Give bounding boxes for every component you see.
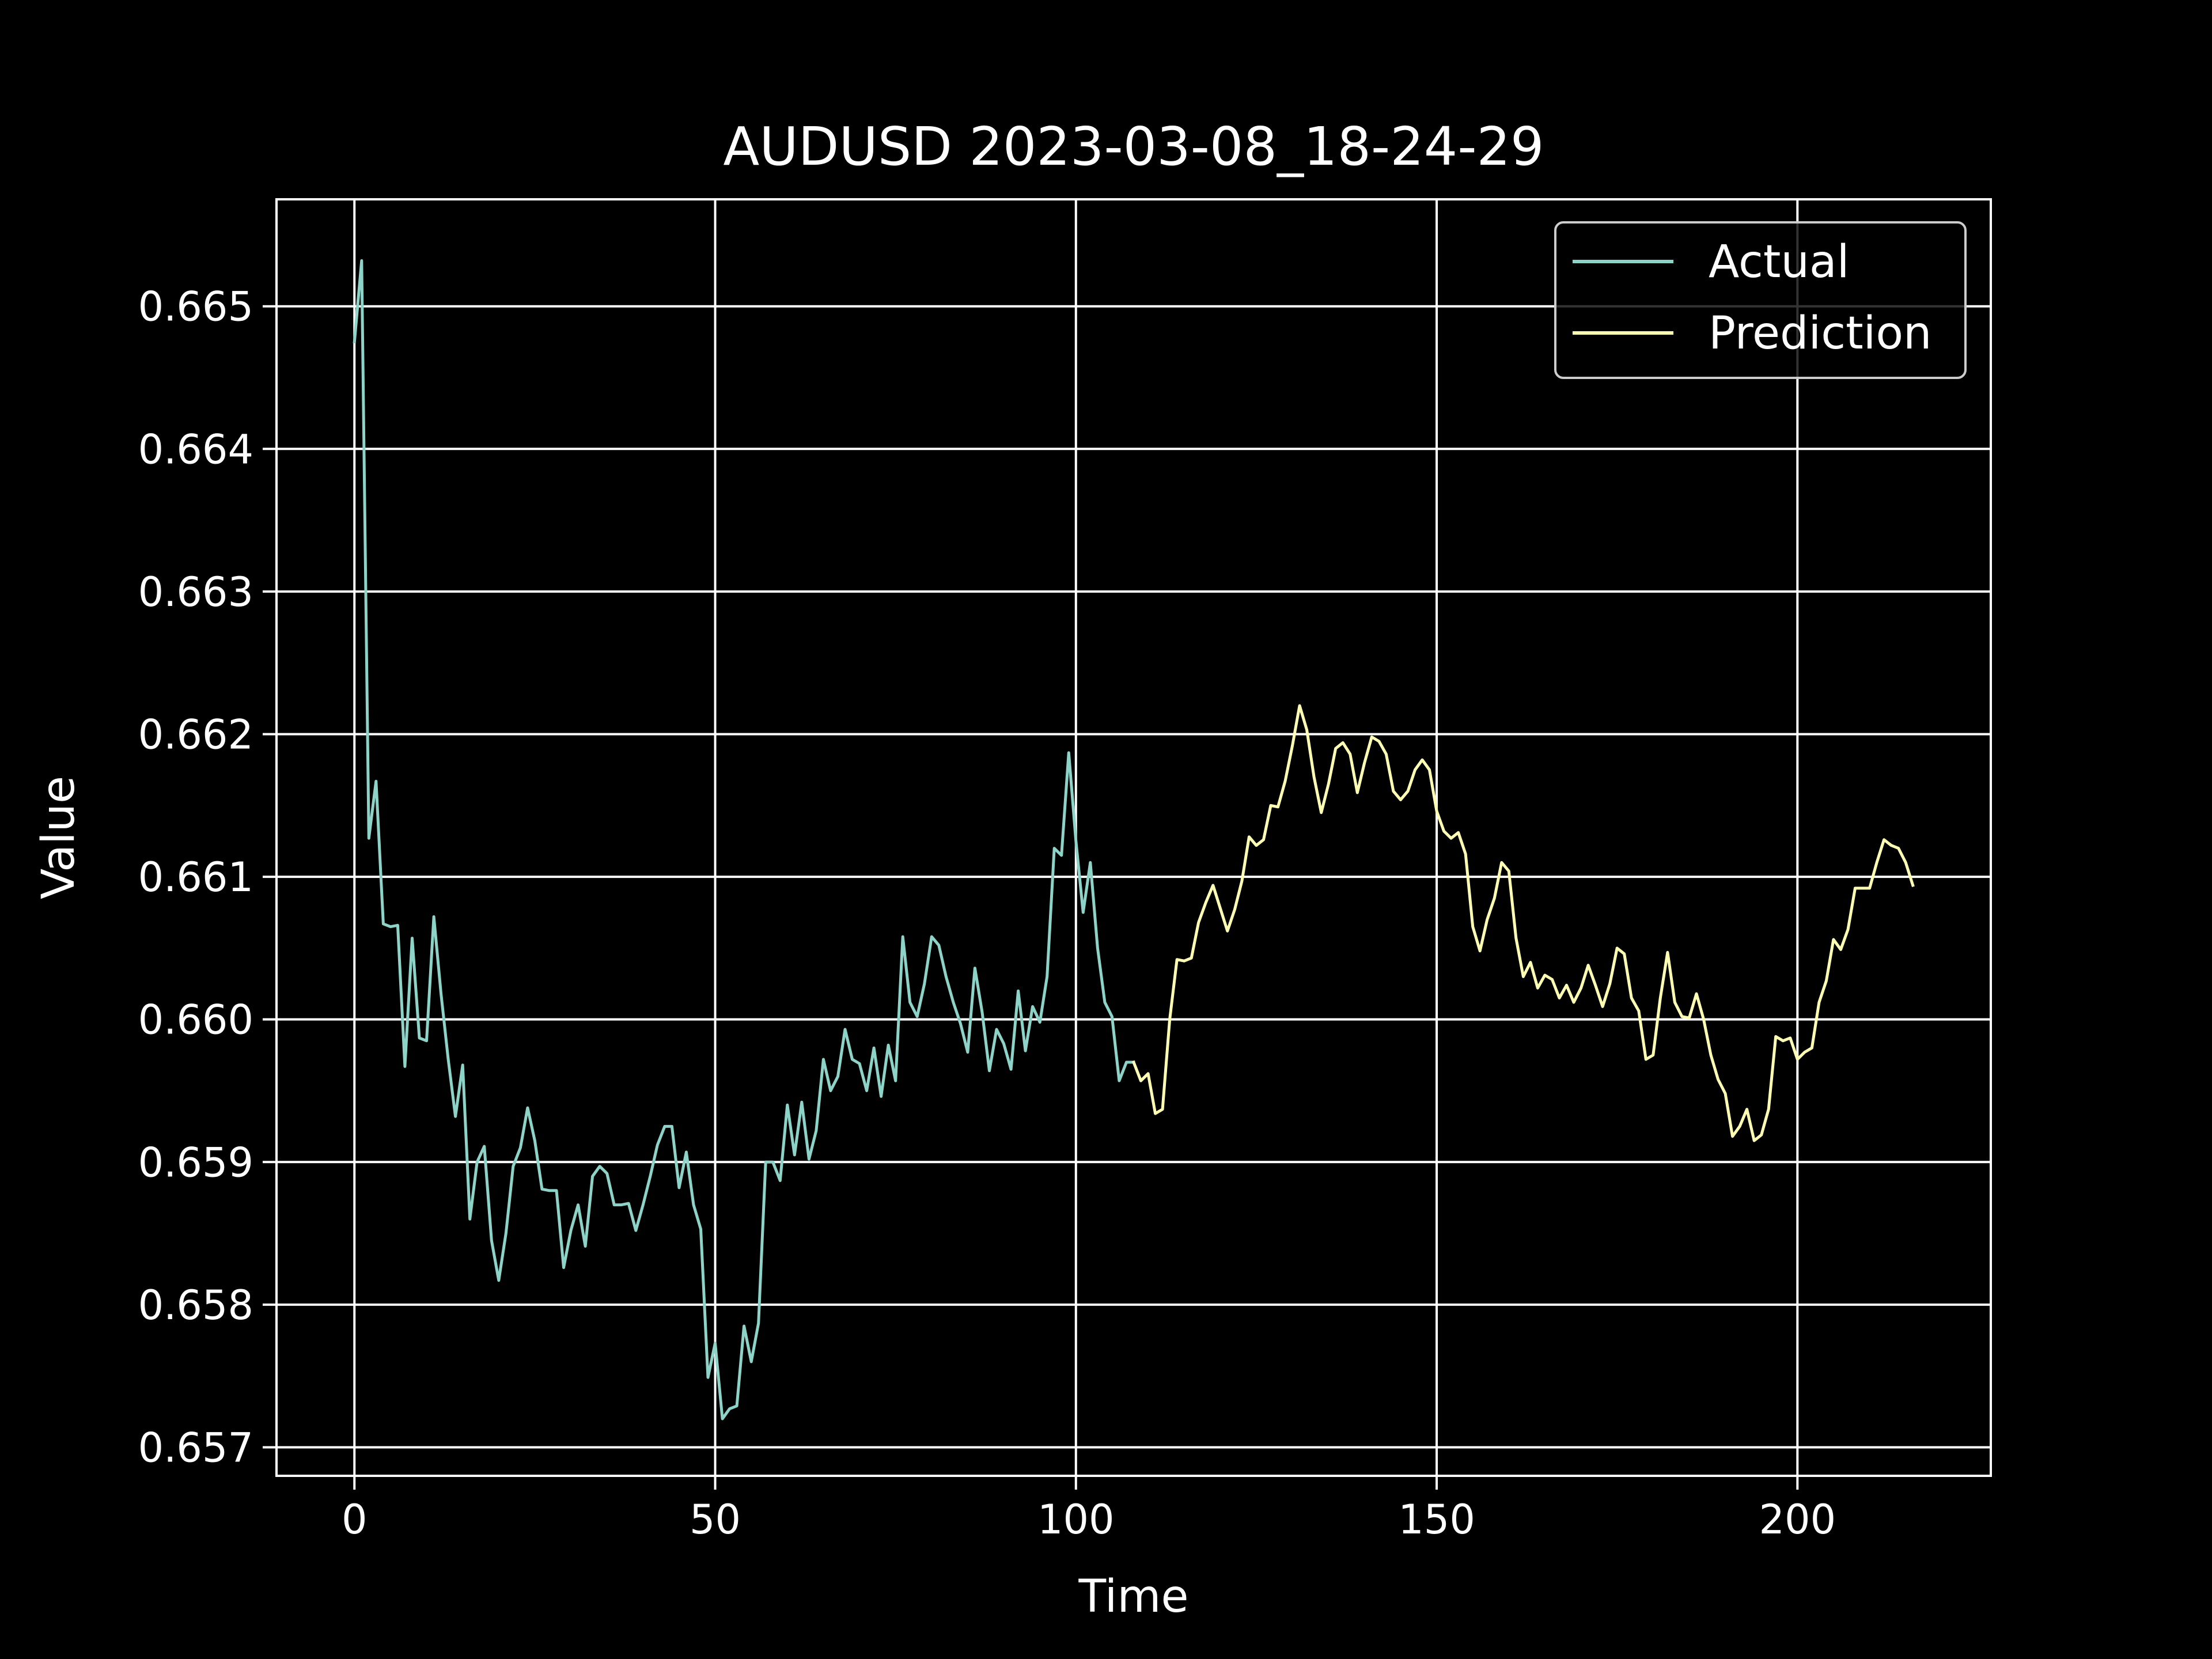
- series-line-prediction: [1131, 704, 1915, 1142]
- chart-title: AUDUSD 2023-03-08_18-24-29: [723, 116, 1544, 177]
- y-tick-label: 0.660: [138, 997, 253, 1044]
- x-axis-ticks: 0 50 100 150 200: [342, 1476, 1836, 1543]
- x-tick-label: 100: [1037, 1496, 1115, 1543]
- y-tick-label: 0.664: [138, 426, 253, 473]
- legend-label-prediction: Prediction: [1709, 308, 1932, 359]
- x-tick-label: 150: [1398, 1496, 1475, 1543]
- series-lines: [353, 259, 1915, 1421]
- y-axis-ticks: 0.657 0.658 0.659 0.660 0.661 0.662 0.663 0.664…: [138, 283, 276, 1471]
- x-tick-label: 0: [342, 1496, 368, 1543]
- y-tick-label: 0.657: [138, 1424, 253, 1471]
- x-tick-label: 200: [1759, 1496, 1836, 1543]
- y-tick-label: 0.665: [138, 283, 253, 331]
- legend-label-actual: Actual: [1709, 236, 1849, 288]
- y-tick-label: 0.658: [138, 1282, 253, 1329]
- x-axis-label: Time: [1078, 1571, 1189, 1623]
- legend: Actual Prediction: [1554, 221, 1967, 379]
- y-tick-label: 0.662: [138, 711, 253, 758]
- y-tick-label: 0.663: [138, 569, 253, 616]
- y-axis-label: Value: [33, 776, 85, 899]
- y-tick-label: 0.659: [138, 1139, 253, 1186]
- series-line-actual: [353, 259, 1135, 1421]
- plot-frame: [275, 198, 1992, 1477]
- x-tick-label: 50: [690, 1496, 741, 1543]
- y-tick-label: 0.661: [138, 854, 253, 901]
